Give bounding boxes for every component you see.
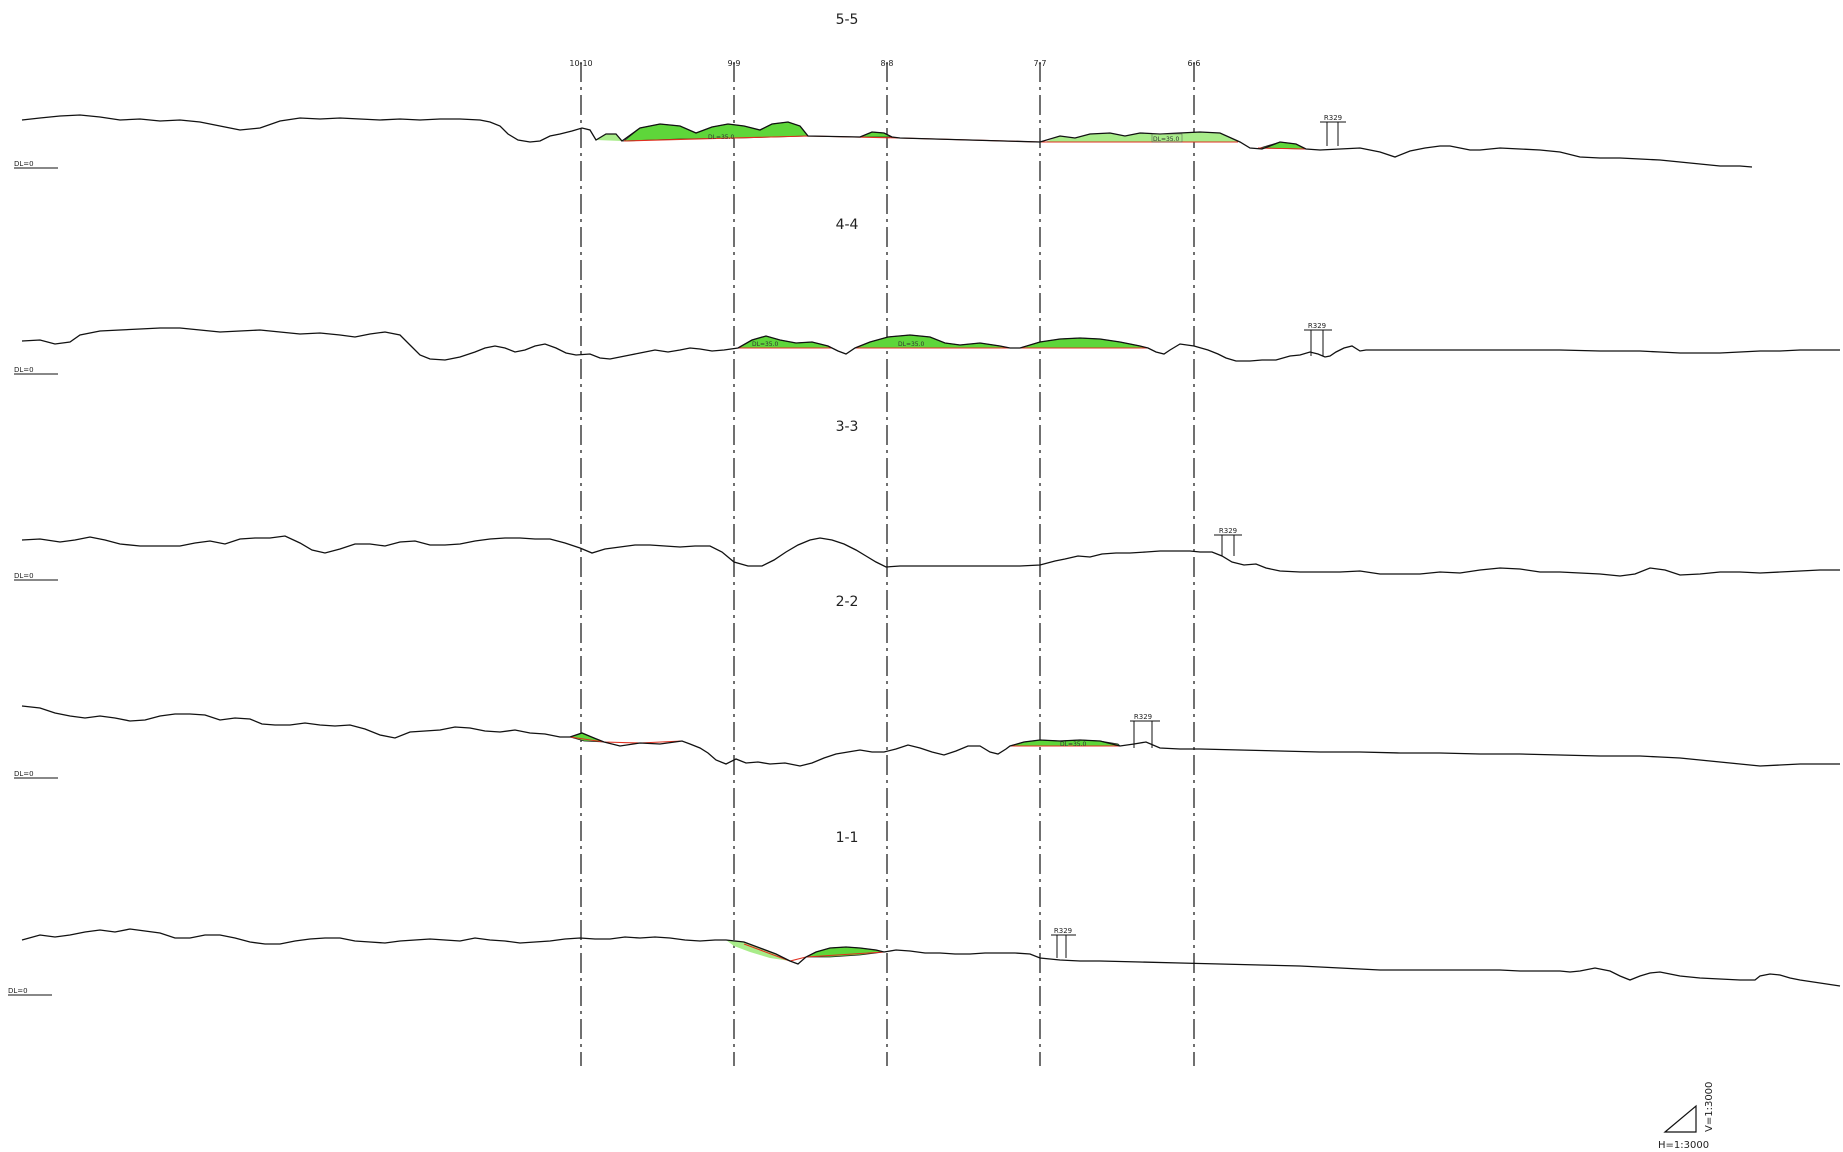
fill-area	[1019, 337, 1149, 349]
datum-label: DL=0	[8, 987, 28, 995]
section-3-3: 3-3 R329 DL=0	[14, 419, 1840, 581]
elevation-annotation: DL=35.0	[752, 341, 779, 348]
datum-marker: DL=0	[14, 770, 58, 779]
section-title: 5-5	[836, 12, 859, 28]
vertical-scale-label: V=1:3000	[1704, 1082, 1715, 1132]
road-marker-r329: R329	[1304, 322, 1332, 356]
ground-profile	[21, 327, 1840, 362]
column-label-6-6: 6-6	[1187, 59, 1200, 68]
fill-area	[596, 134, 622, 141]
datum-marker: DL=0	[14, 160, 58, 169]
design-grade-line	[743, 943, 885, 962]
column-label-10-10: 10-10	[569, 59, 592, 68]
column-label-7-7: 7-7	[1033, 59, 1046, 68]
section-title: 1-1	[836, 830, 859, 846]
section-2-2: 2-2 R329 DL=35.0 DL=0	[14, 594, 1840, 779]
horizontal-scale-label: H=1:3000	[1658, 1140, 1709, 1151]
design-grade-line	[569, 736, 1120, 747]
ground-profile	[21, 535, 1840, 577]
fill-area	[1045, 132, 1240, 142]
ground-profile	[21, 114, 1753, 168]
section-1-1: 1-1 R329 DL=0	[8, 830, 1841, 996]
road-label: R329	[1054, 927, 1072, 935]
ground-profile	[21, 705, 1840, 767]
fill-area	[726, 940, 790, 961]
section-5-5: 5-5 R329 DL=35.0 DL=35.0 DL=0	[14, 12, 1753, 169]
datum-label: DL=0	[14, 160, 34, 168]
datum-marker: DL=0	[14, 572, 58, 581]
datum-marker: DL=0	[14, 366, 58, 375]
ground-profile	[21, 928, 1841, 987]
road-label: R329	[1134, 713, 1152, 721]
elevation-annotation: DL=35.0	[708, 134, 735, 141]
column-label-8-8: 8-8	[880, 59, 893, 68]
section-4-4: 4-4 R329 DL=35.0 DL=35.0 DL=0	[14, 217, 1840, 375]
column-lines: 10-10 9-9 8-8 7-7 6-6	[569, 59, 1201, 1066]
road-label: R329	[1324, 114, 1342, 122]
road-marker-r329: R329	[1214, 527, 1242, 556]
road-marker-r329: R329	[1320, 114, 1346, 146]
elevation-annotation: DL=35.0	[898, 341, 925, 348]
road-label: R329	[1308, 322, 1326, 330]
elevation-annotation: DL=35.0	[1060, 741, 1087, 748]
elevation-annotation: DL=35.0	[1153, 136, 1180, 143]
road-label: R329	[1219, 527, 1237, 535]
scale-indicator: V=1:3000 H=1:3000	[1658, 1082, 1715, 1151]
road-marker-r329: R329	[1051, 927, 1076, 958]
road-marker-r329: R329	[1130, 713, 1160, 748]
section-title: 3-3	[836, 419, 859, 435]
fill-area	[854, 334, 1011, 349]
datum-marker: DL=0	[8, 987, 52, 996]
section-title: 4-4	[836, 217, 859, 233]
section-title: 2-2	[836, 594, 859, 610]
datum-label: DL=0	[14, 572, 34, 580]
datum-label: DL=0	[14, 770, 34, 778]
datum-label: DL=0	[14, 366, 34, 374]
column-label-9-9: 9-9	[727, 59, 740, 68]
